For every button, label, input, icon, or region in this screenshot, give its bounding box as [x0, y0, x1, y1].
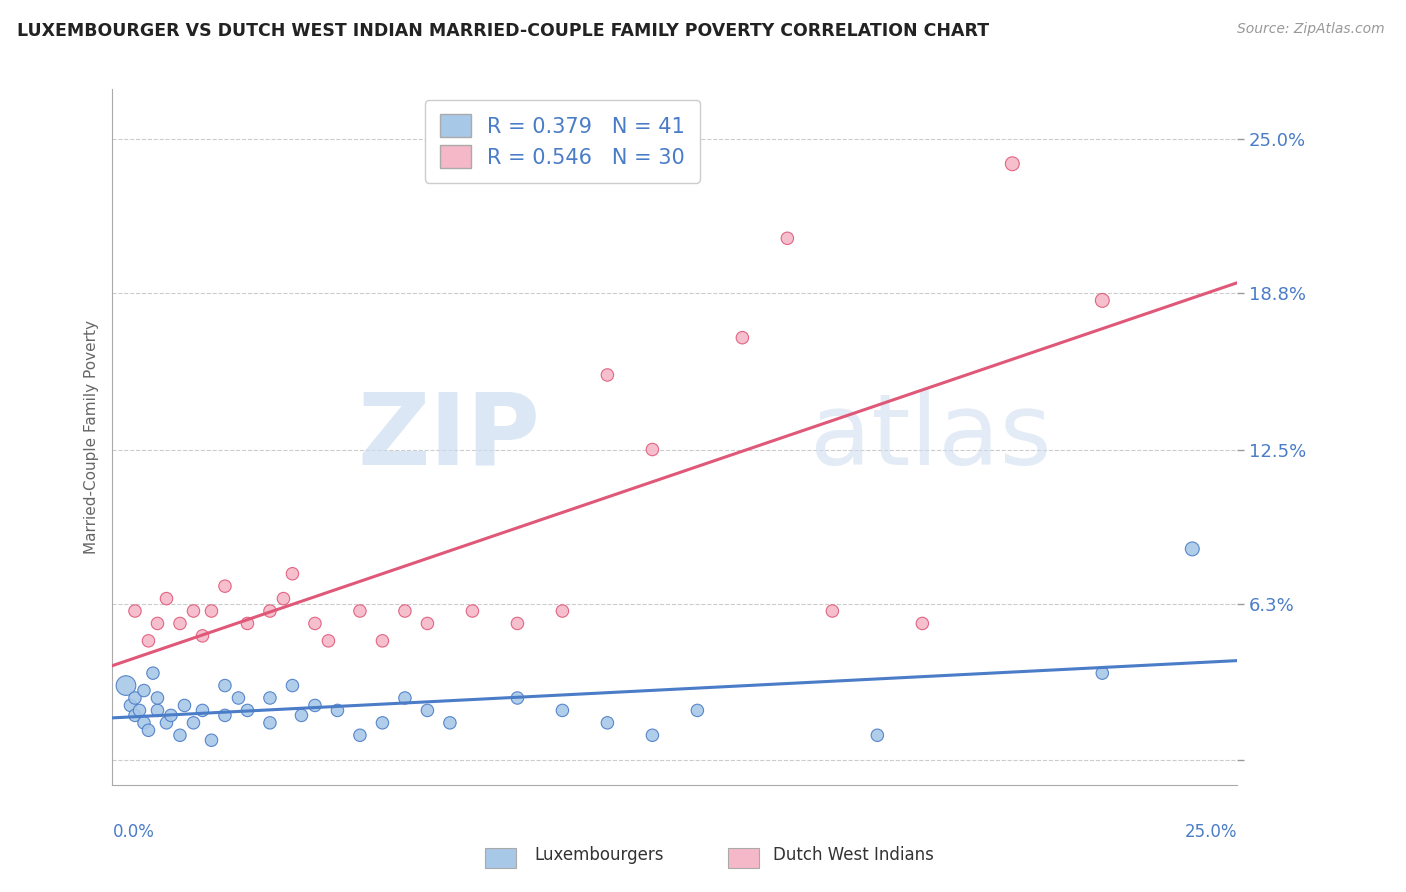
Point: [416, 616, 439, 631]
Text: Source: ZipAtlas.com: Source: ZipAtlas.com: [1237, 22, 1385, 37]
Point: [200, 733, 222, 747]
Point: [228, 690, 250, 705]
Point: [146, 690, 169, 705]
Point: [191, 629, 214, 643]
Point: [596, 715, 619, 730]
Point: [551, 604, 574, 618]
Legend: R = 0.379   N = 41, R = 0.546   N = 30: R = 0.379 N = 41, R = 0.546 N = 30: [425, 100, 700, 183]
Point: [281, 566, 304, 581]
Point: [124, 708, 146, 723]
Point: [304, 698, 326, 713]
Point: [146, 616, 169, 631]
Point: [866, 728, 889, 742]
Point: [259, 604, 281, 618]
Point: [506, 616, 529, 631]
Point: [132, 683, 155, 698]
Point: [191, 703, 214, 717]
Point: [371, 715, 394, 730]
Point: [394, 690, 416, 705]
Point: [731, 331, 754, 345]
Point: [124, 690, 146, 705]
Point: [439, 715, 461, 730]
Point: [169, 616, 191, 631]
Point: [214, 708, 236, 723]
Point: [461, 604, 484, 618]
Point: [551, 703, 574, 717]
Point: [821, 604, 844, 618]
Point: [304, 616, 326, 631]
Point: [349, 728, 371, 742]
Text: atlas: atlas: [810, 389, 1052, 485]
Point: [290, 708, 312, 723]
Point: [160, 708, 183, 723]
Point: [326, 703, 349, 717]
Text: 0.0%: 0.0%: [112, 823, 155, 841]
Text: Luxembourgers: Luxembourgers: [534, 846, 664, 863]
Point: [506, 690, 529, 705]
Point: [776, 231, 799, 245]
Point: [214, 579, 236, 593]
Point: [1091, 666, 1114, 681]
Point: [1181, 541, 1204, 556]
Point: [641, 728, 664, 742]
Point: [132, 715, 155, 730]
Point: [120, 698, 142, 713]
Point: [183, 604, 205, 618]
Point: [318, 633, 340, 648]
Point: [911, 616, 934, 631]
Point: [596, 368, 619, 382]
Point: [1091, 293, 1114, 308]
Point: [273, 591, 295, 606]
Point: [1001, 157, 1024, 171]
Point: [394, 604, 416, 618]
Point: [236, 703, 259, 717]
Point: [128, 703, 150, 717]
Y-axis label: Married-Couple Family Poverty: Married-Couple Family Poverty: [83, 320, 98, 554]
Text: 25.0%: 25.0%: [1185, 823, 1237, 841]
Point: [155, 715, 177, 730]
Point: [115, 679, 138, 693]
Point: [183, 715, 205, 730]
Point: [259, 690, 281, 705]
Point: [686, 703, 709, 717]
Point: [236, 616, 259, 631]
Point: [138, 723, 160, 738]
Point: [641, 442, 664, 457]
Point: [142, 666, 165, 681]
Point: [138, 633, 160, 648]
Point: [200, 604, 222, 618]
Point: [124, 604, 146, 618]
Point: [259, 715, 281, 730]
Point: [349, 604, 371, 618]
Point: [173, 698, 195, 713]
Text: Dutch West Indians: Dutch West Indians: [773, 846, 934, 863]
Point: [371, 633, 394, 648]
Point: [416, 703, 439, 717]
Point: [155, 591, 177, 606]
Point: [214, 679, 236, 693]
Text: ZIP: ZIP: [357, 389, 540, 485]
Point: [146, 703, 169, 717]
Point: [281, 679, 304, 693]
Text: LUXEMBOURGER VS DUTCH WEST INDIAN MARRIED-COUPLE FAMILY POVERTY CORRELATION CHAR: LUXEMBOURGER VS DUTCH WEST INDIAN MARRIE…: [17, 22, 988, 40]
Point: [169, 728, 191, 742]
